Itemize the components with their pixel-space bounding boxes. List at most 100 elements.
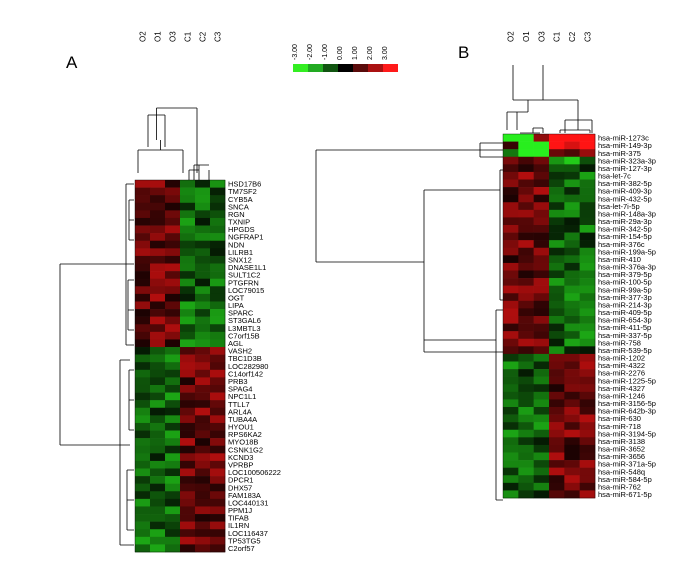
- heatmap-cell: [135, 263, 151, 272]
- heatmap-cell: [579, 444, 596, 453]
- heatmap-cell: [549, 490, 565, 499]
- heatmap-cell: [579, 164, 596, 173]
- heatmap-cell: [195, 362, 211, 371]
- heatmap-cell: [180, 392, 196, 401]
- heatmap-cell: [135, 453, 151, 462]
- heatmap-cell: [549, 308, 565, 317]
- column-label: O3: [537, 31, 546, 42]
- heatmap-cell: [518, 437, 534, 446]
- heatmap-cell: [533, 353, 550, 362]
- row-labels-b: hsa-miR-1273chsa-miR-149-3phsa-miR-375hs…: [598, 134, 656, 499]
- heatmap-cell: [150, 202, 166, 211]
- heatmap-cell: [564, 225, 580, 233]
- heatmap-cell: [195, 392, 211, 401]
- heatmap-cell: [180, 377, 196, 386]
- row-label: hsa-miR-642b-3p: [598, 407, 656, 416]
- heatmap-cell: [518, 194, 534, 203]
- heatmap-cell: [150, 445, 166, 454]
- heatmap-cell: [195, 369, 211, 378]
- heatmap-cell: [210, 453, 226, 462]
- heatmap-cell: [150, 293, 166, 302]
- row-label: ST3GAL6: [228, 316, 261, 325]
- heatmap-cell: [135, 362, 151, 371]
- row-label: CYB5A: [228, 195, 253, 204]
- heatmap-cell: [150, 339, 166, 348]
- heatmap-cell: [180, 293, 196, 302]
- heatmap-cell: [564, 331, 580, 340]
- heatmap-cell: [165, 491, 181, 500]
- heatmap-cell: [150, 491, 166, 500]
- row-label: hsa-miR-758: [598, 338, 641, 347]
- heatmap-cell: [549, 255, 565, 264]
- heatmap-panel-a: O2 O1 O3 C1 C2 C3 HSD17B6TM7SF2CYB5ASNCARGNTX…: [59, 31, 281, 553]
- row-label: hsa-miR-127-3p: [598, 164, 652, 173]
- row-label: hsa-miR-1202: [598, 354, 645, 363]
- heatmap-cell: [150, 430, 166, 439]
- row-label: hsa-miR-4327: [598, 384, 645, 393]
- heatmap-cell: [180, 430, 196, 439]
- heatmap-cell: [533, 149, 550, 158]
- row-label: IL1RN: [228, 521, 249, 530]
- heatmap-cell: [564, 414, 580, 423]
- heatmap-cell: [135, 248, 151, 257]
- heatmap-cell: [150, 354, 166, 363]
- heatmap-cells-a: [134, 179, 226, 553]
- heatmap-cell: [165, 430, 181, 439]
- heatmap-cell: [195, 422, 211, 431]
- heatmap-cell: [503, 467, 519, 476]
- heatmap-cell: [195, 506, 211, 515]
- heatmap-cell: [135, 422, 151, 431]
- heatmap-cell: [503, 270, 519, 279]
- heatmap-cell: [518, 149, 534, 158]
- row-label: C7orf15B: [228, 331, 260, 340]
- heatmap-cell: [564, 194, 580, 203]
- heatmap-cell: [180, 415, 196, 424]
- heatmap-cell: [195, 544, 211, 553]
- heatmap-cell: [165, 407, 181, 416]
- heatmap-cell: [165, 339, 181, 348]
- heatmap-cell: [518, 407, 534, 415]
- heatmap-cell: [564, 452, 580, 461]
- heatmap-cell: [180, 324, 196, 333]
- heatmap-cell: [165, 468, 181, 477]
- heatmap-cell: [549, 384, 565, 393]
- heatmap-cell: [180, 354, 196, 363]
- row-label: RGN: [228, 210, 245, 219]
- heatmap-cell: [564, 141, 580, 150]
- heatmap-cell: [150, 271, 166, 279]
- heatmap-cell: [518, 187, 534, 195]
- heatmap-cell: [549, 194, 565, 203]
- column-dendrogram-b: [506, 65, 593, 134]
- heatmap-cell: [579, 407, 596, 415]
- column-label: O2: [139, 31, 148, 42]
- heatmap-cell: [210, 301, 226, 310]
- heatmap-cell: [150, 278, 166, 287]
- heatmap-cell: [564, 156, 580, 165]
- row-label: AGL: [228, 339, 243, 348]
- heatmap-cell: [180, 263, 196, 272]
- heatmap-cell: [549, 482, 565, 491]
- heatmap-cell: [549, 414, 565, 423]
- heatmap-cell: [549, 262, 565, 271]
- heatmap-cell: [549, 293, 565, 302]
- scale-swatch: [368, 64, 383, 72]
- heatmap-cell: [135, 286, 151, 295]
- heatmap-cell: [165, 536, 181, 545]
- row-label: VPRBP: [228, 460, 253, 469]
- heatmap-cell: [518, 376, 534, 385]
- heatmap-cell: [579, 316, 596, 324]
- heatmap-cell: [549, 278, 565, 286]
- heatmap-cell: [518, 164, 534, 173]
- heatmap-cell: [564, 384, 580, 393]
- heatmap-cell: [579, 262, 596, 271]
- heatmap-cell: [150, 529, 166, 538]
- heatmap-cell: [210, 521, 226, 530]
- row-label: SNCA: [228, 202, 249, 211]
- heatmap-cell: [150, 331, 166, 340]
- heatmap-cell: [150, 217, 166, 226]
- heatmap-cell: [579, 399, 596, 408]
- scale-tick-label: -1.00: [322, 44, 329, 60]
- heatmap-cell: [564, 482, 580, 491]
- row-label: PPM1J: [228, 506, 252, 515]
- heatmap-cell: [135, 354, 151, 363]
